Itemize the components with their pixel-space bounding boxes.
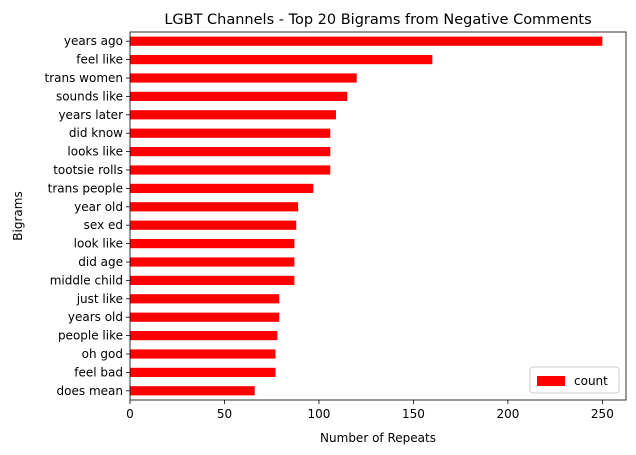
y-tick-label: did age [78, 255, 123, 269]
x-axis-label: Number of Repeats [320, 431, 436, 445]
bar [130, 147, 331, 157]
bar [130, 183, 314, 193]
y-tick-label: trans women [45, 71, 124, 85]
bar [130, 257, 295, 267]
bar [130, 386, 255, 396]
bar [130, 202, 299, 212]
y-tick-label: sounds like [56, 89, 123, 103]
y-tick-label: people like [58, 329, 123, 343]
y-tick-label: look like [74, 237, 123, 251]
y-tick-label: trans people [48, 181, 123, 195]
legend-box [529, 366, 620, 394]
y-tick-label: feel like [76, 53, 123, 67]
x-tick-label: 150 [402, 407, 425, 421]
y-tick-label: just like [76, 292, 123, 306]
x-ticks: 0 50 100 150 200 250 [126, 400, 614, 421]
bar [130, 110, 336, 120]
bar [130, 312, 280, 322]
y-tick-label: year old [74, 200, 123, 214]
y-tick-label: feel bad [74, 365, 123, 379]
y-axis-label: Bigrams [11, 191, 25, 240]
x-tick-label: 0 [126, 407, 134, 421]
bar [130, 275, 295, 285]
bar [130, 55, 433, 65]
y-tick-label: tootsie rolls [53, 163, 123, 177]
y-tick-label: did know [69, 126, 123, 140]
legend: count [529, 366, 620, 394]
y-tick-labels: years ago feel like trans women sounds like… [45, 34, 130, 398]
y-tick-label: oh god [82, 347, 123, 361]
bar [130, 73, 357, 83]
bar [130, 294, 280, 304]
bar [130, 128, 331, 138]
bar [130, 165, 331, 175]
legend-label: count [574, 374, 608, 388]
y-tick-label: looks like [67, 145, 123, 159]
chart-title: LGBT Channels - Top 20 Bigrams from Nega… [164, 12, 591, 28]
bars-group [130, 36, 603, 396]
plot-frame [129, 31, 627, 401]
bar [130, 91, 348, 101]
y-tick-label: years old [68, 310, 123, 324]
y-tick-label: does mean [57, 384, 123, 398]
bar [130, 367, 276, 377]
x-tick-label: 50 [217, 407, 232, 421]
bar [130, 349, 276, 359]
bar [130, 239, 295, 249]
y-tick-label: years ago [64, 34, 123, 48]
bar [130, 220, 297, 230]
y-tick-label: sex ed [84, 218, 123, 232]
x-tick-label: 250 [591, 407, 614, 421]
bar [130, 36, 603, 46]
legend-swatch [537, 376, 565, 386]
x-tick-label: 100 [307, 407, 330, 421]
y-tick-label: years later [58, 108, 123, 122]
x-tick-label: 200 [496, 407, 519, 421]
y-tick-label: middle child [50, 273, 123, 287]
bar [130, 331, 278, 341]
